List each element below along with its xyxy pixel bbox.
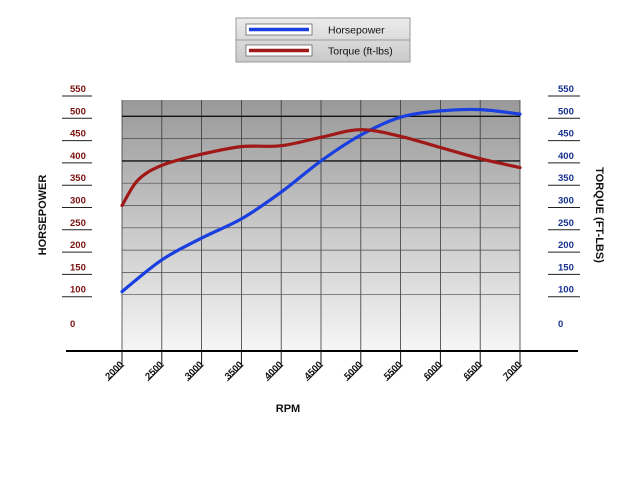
x-tick-underline xyxy=(306,364,324,382)
x-tick-underline xyxy=(227,364,244,382)
x-tick-label: 2000 xyxy=(103,359,126,382)
x-tick-label: 2500 xyxy=(143,359,166,382)
legend-item-horsepower: Horsepower xyxy=(245,23,385,37)
left-tick-label: 400 xyxy=(70,151,86,162)
x-tick-label: 4500 xyxy=(302,359,325,382)
legend-label-horsepower: Horsepower xyxy=(328,25,385,37)
left-axis-title: HORSEPOWER xyxy=(37,175,49,256)
legend-label-torque: Torque (ft-lbs) xyxy=(328,46,393,58)
right-tick-label: 0 xyxy=(558,319,563,330)
x-tick-underline xyxy=(107,364,125,382)
left-tick-label: 0 xyxy=(70,319,75,330)
x-tick-underline xyxy=(426,364,443,382)
legend: Horsepower Torque (ft-lbs) xyxy=(235,17,411,63)
left-tick-label: 100 xyxy=(70,285,86,296)
x-tick-underline xyxy=(465,364,483,382)
x-tick-label: 6000 xyxy=(422,359,445,382)
x-tick-underline xyxy=(386,364,403,382)
x-tick-underline xyxy=(505,364,523,382)
right-axis-title: TORQUE (FT-LBS) xyxy=(593,167,605,263)
x-tick-label: 7000 xyxy=(501,359,524,382)
left-tick-label: 250 xyxy=(70,218,86,229)
right-axis-ticks: 550 500 450 400 350 300 250 200 150 100 0 xyxy=(548,84,580,330)
right-tick-label: 200 xyxy=(558,240,574,251)
x-tick-label: 5500 xyxy=(382,359,405,382)
left-tick-label: 550 xyxy=(70,84,86,95)
left-tick-label: 500 xyxy=(70,106,86,117)
series-layer xyxy=(120,107,522,294)
right-tick-label: 300 xyxy=(558,196,574,207)
torque-line xyxy=(120,128,522,208)
x-tick-underline xyxy=(266,364,284,382)
right-tick-label: 350 xyxy=(558,173,574,184)
horsepower-line xyxy=(120,107,522,294)
x-tick-label: 5000 xyxy=(342,359,365,382)
right-tick-label: 550 xyxy=(558,84,574,95)
x-axis-title: RPM xyxy=(276,403,300,415)
left-tick-label: 300 xyxy=(70,196,86,207)
right-tick-label: 150 xyxy=(558,262,574,273)
x-tick-underline xyxy=(346,364,364,382)
right-tick-label: 250 xyxy=(558,218,574,229)
right-tick-label: 100 xyxy=(558,285,574,296)
left-tick-label: 350 xyxy=(70,173,86,184)
left-tick-label: 450 xyxy=(70,129,86,140)
right-tick-label: 500 xyxy=(558,106,574,117)
x-tick-label: 3000 xyxy=(183,359,206,382)
legend-item-torque: Torque (ft-lbs) xyxy=(245,44,393,58)
x-tick-underline xyxy=(187,364,204,382)
right-tick-label: 400 xyxy=(558,151,574,162)
x-axis-ticks: 2000 2500 3000 3500 4000 4500 5000 5500 6000 6500… xyxy=(103,351,524,382)
right-tick-label: 450 xyxy=(558,129,574,140)
x-tick-label: 4000 xyxy=(263,359,286,382)
left-tick-label: 200 xyxy=(70,240,86,251)
left-axis-ticks: 550 500 450 400 350 300 250 200 150 100 0 xyxy=(62,84,92,330)
x-tick-underline xyxy=(147,364,165,382)
left-tick-label: 150 xyxy=(70,262,86,273)
x-tick-label: 3500 xyxy=(223,359,246,382)
x-tick-label: 6500 xyxy=(462,359,485,382)
